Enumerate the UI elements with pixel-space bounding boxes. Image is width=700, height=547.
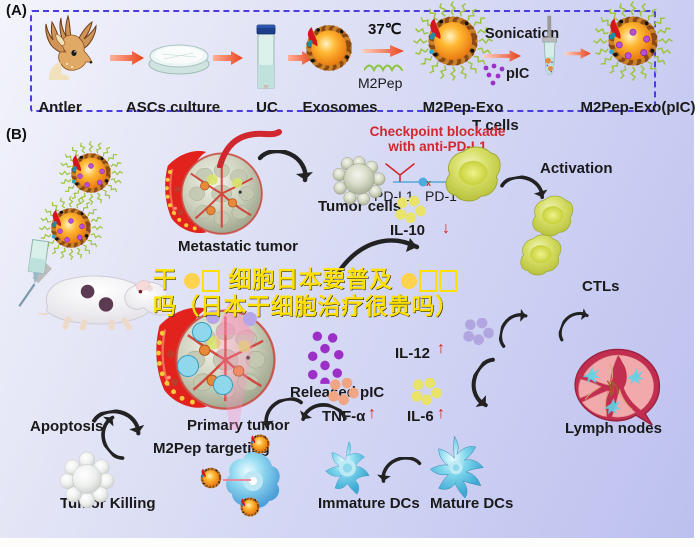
svg-text:x: x [426,178,431,188]
